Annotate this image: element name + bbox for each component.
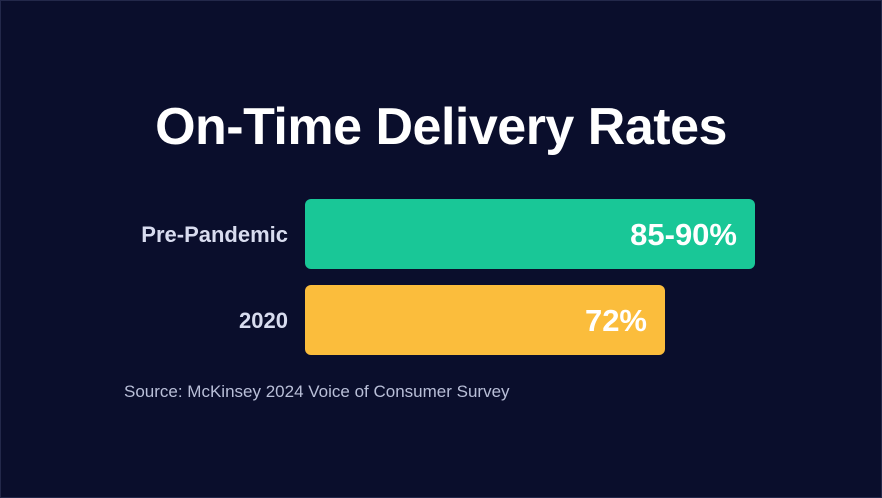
chart-title: On-Time Delivery Rates: [155, 98, 727, 156]
bar-pre-pandemic: [305, 199, 755, 269]
value-label-pre-pandemic: 85-90%: [630, 217, 737, 252]
bar-2020: [305, 285, 665, 355]
value-label-2020: 72%: [585, 303, 647, 338]
category-label-2020: 2020: [239, 308, 288, 333]
category-label-pre-pandemic: Pre-Pandemic: [141, 222, 288, 247]
source-note: Source: McKinsey 2024 Voice of Consumer …: [124, 382, 510, 401]
